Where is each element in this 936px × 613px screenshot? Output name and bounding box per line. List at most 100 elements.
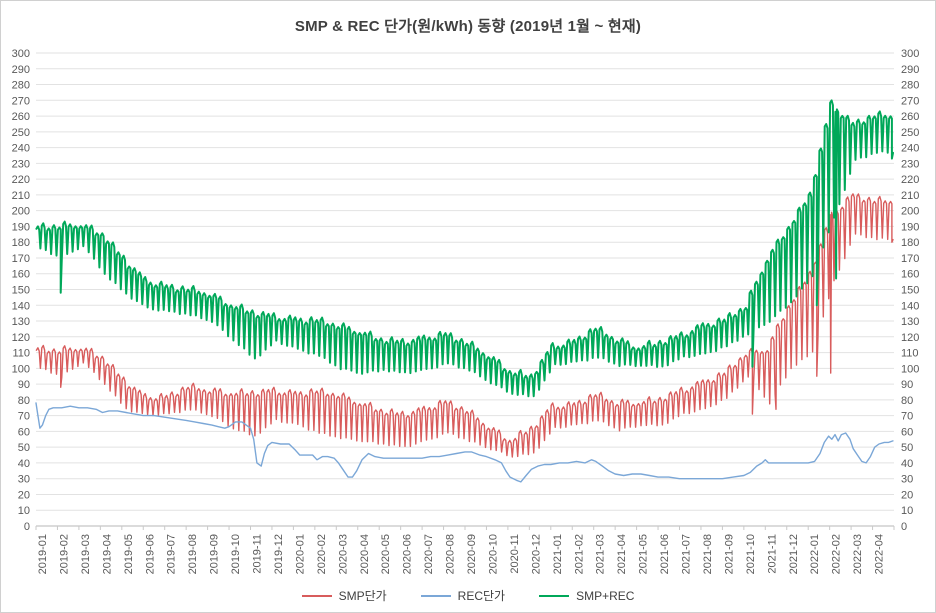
x-axis-tick-label: 2022-03 [852,534,864,574]
y-axis-tick-label: 80 [901,395,913,407]
y-axis-tick-label: 230 [12,158,30,170]
y-axis-tick-label: 50 [901,442,913,454]
y-axis-tick-label: 10 [18,505,30,517]
x-axis-tick-label: 2019-11 [252,534,264,574]
y-axis-tick-label: 270 [901,95,919,107]
y-axis-tick-label: 180 [12,237,30,249]
y-axis-tick-label: 40 [901,458,913,470]
y-axis-tick-label: 150 [901,285,919,297]
x-axis-tick-label: 2020-09 [466,534,478,574]
y-axis-tick-label: 190 [901,221,919,233]
x-axis-tick-label: 2019-05 [123,534,135,574]
y-axis-tick-label: 290 [901,64,919,76]
x-axis-tick-label: 2019-06 [144,534,156,574]
x-axis-tick-label: 2021-07 [681,534,693,574]
y-axis-tick-label: 250 [12,127,30,139]
y-axis-tick-label: 100 [901,363,919,375]
series-line-SMP단가 [35,193,894,458]
y-axis-tick-label: 120 [12,332,30,344]
x-axis-tick-label: 2019-07 [166,534,178,574]
x-axis-tick-label: 2021-02 [573,534,585,574]
y-axis-tick-label: 240 [12,143,30,155]
y-axis-tick-label: 260 [901,111,919,123]
y-axis-tick-label: 70 [18,411,30,423]
y-axis-tick-label: 90 [901,379,913,391]
y-axis-tick-label: 280 [12,80,30,92]
x-axis-tick-label: 2020-02 [316,534,328,574]
x-axis-tick-label: 2020-12 [530,534,542,574]
y-axis-tick-label: 210 [12,190,30,202]
y-axis-tick-label: 10 [901,505,913,517]
y-axis-tick-label: 60 [901,426,913,438]
x-axis-tick-label: 2019-10 [230,534,242,574]
y-axis-tick-label: 80 [18,395,30,407]
y-axis-tick-label: 0 [901,521,907,533]
rec-line-swatch [420,594,451,597]
x-axis-tick-label: 2019-12 [273,534,285,574]
x-axis-tick-label: 2021-03 [595,534,607,574]
y-axis-tick-label: 250 [901,127,919,139]
chart-legend: SMP단가 REC단가 SMP+REC [1,587,935,604]
x-axis-tick-label: 2020-06 [402,534,414,574]
y-axis-tick-label: 200 [901,206,919,218]
x-axis-tick-label: 2019-01 [37,534,49,574]
y-axis-tick-label: 100 [12,363,30,375]
y-axis-tick-label: 40 [18,458,30,470]
x-axis-tick-label: 2022-04 [874,534,886,574]
x-axis-tick-label: 2020-08 [445,534,457,574]
smp-line-swatch [301,594,332,597]
series-line-SMP+REC [35,99,894,398]
y-axis-tick-label: 260 [12,111,30,123]
y-axis-tick-label: 150 [12,285,30,297]
y-axis-tick-label: 290 [12,64,30,76]
x-axis-tick-label: 2021-01 [552,534,564,574]
legend-item-rec: REC단가 [420,587,506,604]
y-axis-tick-label: 60 [18,426,30,438]
x-axis-tick-label: 2020-05 [380,534,392,574]
legend-label-smp-rec: SMP+REC [576,588,635,603]
x-axis-tick-label: 2021-08 [702,534,714,574]
x-axis-tick-label: 2021-06 [659,534,671,574]
x-axis-tick-label: 2019-03 [80,534,92,574]
y-axis-tick-label: 280 [901,80,919,92]
y-axis-tick-label: 130 [901,316,919,328]
x-axis-tick-label: 2020-01 [294,534,306,574]
x-axis-tick-label: 2020-07 [423,534,435,574]
y-axis-tick-label: 110 [12,348,30,360]
x-axis-tick-label: 2020-03 [337,534,349,574]
y-axis-tick-label: 110 [901,348,919,360]
y-axis-tick-label: 20 [18,489,30,501]
y-axis-tick-label: 160 [12,269,30,281]
y-axis-tick-label: 270 [12,95,30,107]
x-axis-tick-label: 2021-09 [723,534,735,574]
x-axis-tick-label: 2021-10 [745,534,757,574]
x-axis-tick-label: 2020-04 [359,534,371,574]
x-axis-tick-label: 2021-04 [616,534,628,574]
y-axis-tick-label: 200 [12,206,30,218]
y-axis-tick-label: 120 [901,332,919,344]
y-axis-tick-label: 190 [12,221,30,233]
x-axis-tick-label: 2022-02 [831,534,843,574]
legend-item-smp-rec: SMP+REC [539,589,634,603]
legend-item-smp: SMP단가 [301,587,387,604]
y-axis-tick-label: 220 [901,174,919,186]
y-axis-tick-label: 180 [901,237,919,249]
x-axis-tick-label: 2020-10 [487,534,499,574]
y-axis-tick-label: 70 [901,411,913,423]
x-axis-tick-label: 2020-11 [509,534,521,574]
chart-title: SMP & REC 단가(원/kWh) 동향 (2019년 1월 ~ 현재) [294,18,642,35]
y-axis-tick-label: 30 [901,474,913,486]
x-axis-tick-label: 2019-08 [187,534,199,574]
legend-label-smp: SMP단가 [338,589,387,603]
y-axis-tick-label: 210 [901,190,919,202]
y-axis-tick-label: 130 [12,316,30,328]
x-axis-tick-label: 2021-12 [788,534,800,574]
legend-label-rec: REC단가 [457,589,506,603]
y-axis-tick-label: 170 [12,253,30,265]
y-axis-tick-label: 300 [901,48,919,60]
y-axis-tick-label: 220 [12,174,30,186]
y-axis-tick-label: 30 [18,474,30,486]
y-axis-tick-label: 140 [901,300,919,312]
